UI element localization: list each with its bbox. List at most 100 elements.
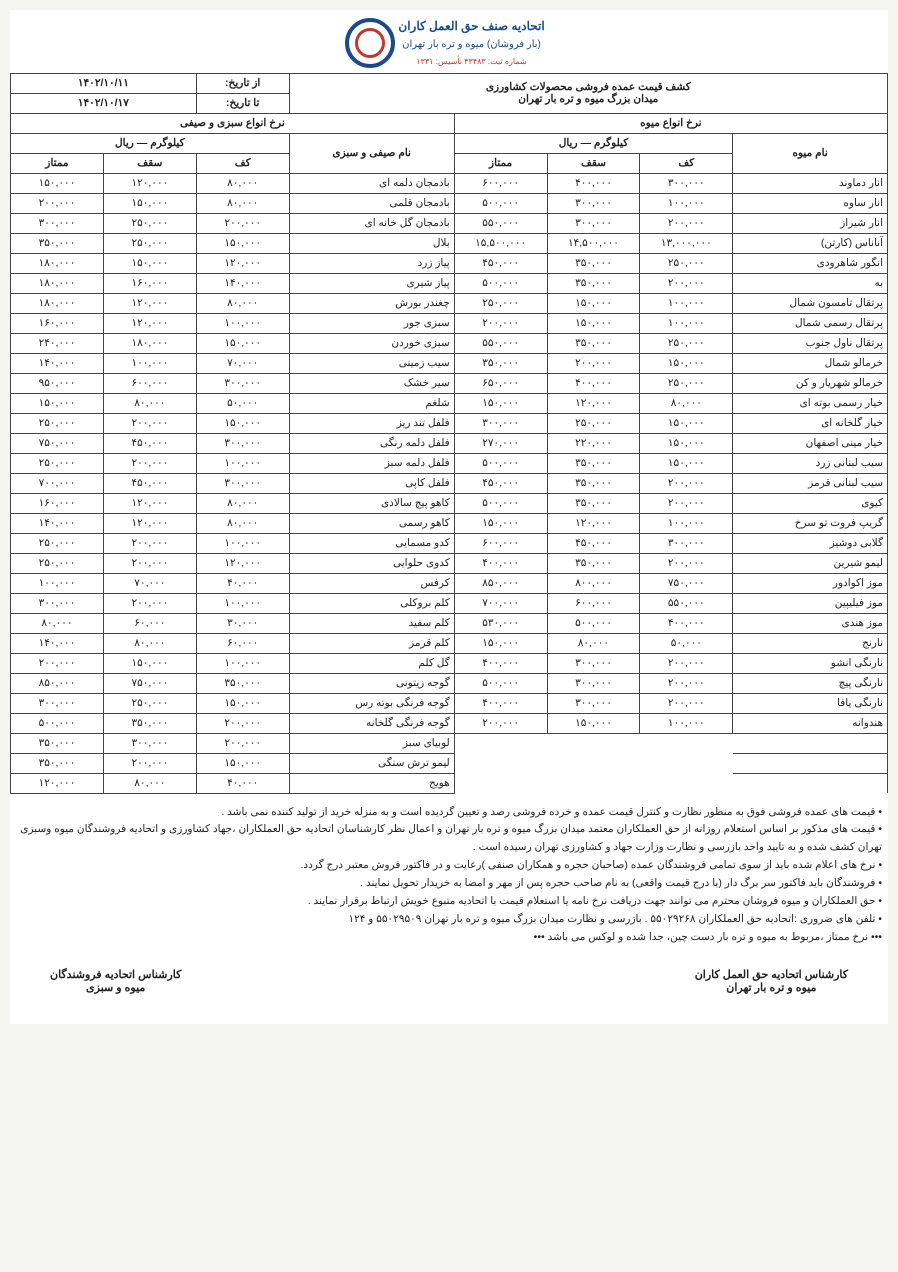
fruit-name: خیار رسمی بوته ای [733, 393, 888, 413]
veg-name: سیب زمینی [289, 353, 454, 373]
fruit-kaf: ۲۰۰,۰۰۰ [640, 653, 733, 673]
veg-saghf: ۲۰۰,۰۰۰ [103, 533, 196, 553]
fruit-name: کیوی [733, 493, 888, 513]
veg-kaf: ۱۵۰,۰۰۰ [196, 233, 289, 253]
fruit-momtaz: ۳۵۰,۰۰۰ [454, 353, 547, 373]
veg-kaf: ۳۰۰,۰۰۰ [196, 373, 289, 393]
veg-name: لوبیای سبز [289, 733, 454, 753]
veg-section-header: نرخ انواع سبزی و صیفی [11, 113, 455, 133]
table-row: انگور شاهرودی ۲۵۰,۰۰۰ ۳۵۰,۰۰۰ ۴۵۰,۰۰۰پیا… [11, 253, 888, 273]
veg-kaf: ۷۰,۰۰۰ [196, 353, 289, 373]
table-row: خرمالو شمال ۱۵۰,۰۰۰ ۲۰۰,۰۰۰ ۳۵۰,۰۰۰سیب ز… [11, 353, 888, 373]
price-sheet: اتحادیه صنف حق العمل کاران (بار فروشان) … [10, 10, 888, 1024]
veg-momtaz: ۲۰۰,۰۰۰ [11, 653, 104, 673]
fruit-saghf: ۱۵۰,۰۰۰ [547, 313, 640, 333]
fruit-momtaz: ۲۷۰,۰۰۰ [454, 433, 547, 453]
union-title: اتحادیه صنف حق العمل کاران (بار فروشان) … [398, 18, 544, 69]
fruit-saghf: ۲۰۰,۰۰۰ [547, 353, 640, 373]
fruit-name: موز اکوادور [733, 573, 888, 593]
veg-saghf: ۲۵۰,۰۰۰ [103, 693, 196, 713]
veg-saghf: ۶۰,۰۰۰ [103, 613, 196, 633]
veg-name: سبزی جور [289, 313, 454, 333]
fruit-saghf: ۸۰۰,۰۰۰ [547, 573, 640, 593]
fruit-name: نارنگی انشو [733, 653, 888, 673]
fruit-momtaz: ۴۰۰,۰۰۰ [454, 653, 547, 673]
veg-momtaz: ۹۵۰,۰۰۰ [11, 373, 104, 393]
table-row: کیوی ۲۰۰,۰۰۰ ۳۵۰,۰۰۰ ۵۰۰,۰۰۰کاهو پیچ سال… [11, 493, 888, 513]
table-row: موز فیلیپین ۵۵۰,۰۰۰ ۶۰۰,۰۰۰ ۷۰۰,۰۰۰کلم ب… [11, 593, 888, 613]
veg-saghf: ۳۰۰,۰۰۰ [103, 733, 196, 753]
to-date-value: ۱۴۰۲/۱۰/۱۷ [11, 93, 197, 113]
fruit-kaf: ۲۰۰,۰۰۰ [640, 673, 733, 693]
veg-kaf: ۳۰۰,۰۰۰ [196, 473, 289, 493]
fruit-name: سیب لبنانی قرمز [733, 473, 888, 493]
note-line: ••• نرخ ممتاز ،مربوط به میوه و تره بار د… [16, 929, 882, 947]
veg-name: بادمجان قلمی [289, 193, 454, 213]
fruit-momtaz: ۴۵۰,۰۰۰ [454, 473, 547, 493]
veg-unit-header: کیلوگرم — ریال [11, 133, 290, 153]
fruit-name: موز فیلیپین [733, 593, 888, 613]
fruit-momtaz: ۵۰۰,۰۰۰ [454, 273, 547, 293]
veg-name: فلفل کاپی [289, 473, 454, 493]
from-date-value: ۱۴۰۲/۱۰/۱۱ [11, 73, 197, 93]
veg-name-header: نام صیفی و سبزی [289, 133, 454, 173]
veg-name: بادمجان گل خانه ای [289, 213, 454, 233]
veg-kaf: ۸۰,۰۰۰ [196, 193, 289, 213]
veg-kaf: ۴۰,۰۰۰ [196, 573, 289, 593]
fruit-saghf: ۳۵۰,۰۰۰ [547, 333, 640, 353]
fruit-unit-header: کیلوگرم — ریال [454, 133, 733, 153]
veg-kaf: ۸۰,۰۰۰ [196, 293, 289, 313]
fruit-saghf: ۲۲۰,۰۰۰ [547, 433, 640, 453]
fruit-name: موز هندی [733, 613, 888, 633]
veg-saghf: ۱۶۰,۰۰۰ [103, 273, 196, 293]
table-row: نارنگی یافا ۲۰۰,۰۰۰ ۳۰۰,۰۰۰ ۴۰۰,۰۰۰گوجه … [11, 693, 888, 713]
veg-momtaz: ۳۵۰,۰۰۰ [11, 233, 104, 253]
table-row: لوبیای سبز ۲۰۰,۰۰۰ ۳۰۰,۰۰۰ ۳۵۰,۰۰۰ [11, 733, 888, 753]
veg-name: پیاز شیری [289, 273, 454, 293]
fruit-kaf: ۲۵۰,۰۰۰ [640, 253, 733, 273]
veg-kaf: ۱۰۰,۰۰۰ [196, 453, 289, 473]
fruit-momtaz: ۲۵۰,۰۰۰ [454, 293, 547, 313]
veg-name: کدوی حلوایی [289, 553, 454, 573]
veg-name: گوجه فرنگی بوته رس [289, 693, 454, 713]
veg-kaf: ۱۴۰,۰۰۰ [196, 273, 289, 293]
fruit-kaf: ۲۰۰,۰۰۰ [640, 493, 733, 513]
notes-section: • قیمت های عمده فروشی فوق به منظور نظارت… [10, 794, 888, 951]
veg-name: کلم بروکلی [289, 593, 454, 613]
veg-saghf: ۷۵۰,۰۰۰ [103, 673, 196, 693]
table-row: سیب لبنانی قرمز ۲۰۰,۰۰۰ ۳۵۰,۰۰۰ ۴۵۰,۰۰۰ف… [11, 473, 888, 493]
veg-name: لیمو ترش سنگی [289, 753, 454, 773]
veg-kaf: ۴۰,۰۰۰ [196, 773, 289, 793]
table-row: هندوانه ۱۰۰,۰۰۰ ۱۵۰,۰۰۰ ۲۰۰,۰۰۰گوجه فرنگ… [11, 713, 888, 733]
note-line: • فروشندگان باید فاکتور سر برگ دار (با د… [16, 875, 882, 893]
fruit-name: گلابی دوشیز [733, 533, 888, 553]
fruit-saghf: ۳۰۰,۰۰۰ [547, 673, 640, 693]
fruit-kaf: ۲۰۰,۰۰۰ [640, 473, 733, 493]
veg-momtaz: ۳۰۰,۰۰۰ [11, 593, 104, 613]
table-row: به ۲۰۰,۰۰۰ ۳۵۰,۰۰۰ ۵۰۰,۰۰۰پیاز شیری ۱۴۰,… [11, 273, 888, 293]
veg-saghf: ۸۰,۰۰۰ [103, 393, 196, 413]
veg-name: بادمجان دلمه ای [289, 173, 454, 193]
veg-saghf: ۲۵۰,۰۰۰ [103, 233, 196, 253]
fruit-saghf: ۱۲۰,۰۰۰ [547, 393, 640, 413]
table-row: پرتقال رسمی شمال ۱۰۰,۰۰۰ ۱۵۰,۰۰۰ ۲۰۰,۰۰۰… [11, 313, 888, 333]
fruit-saghf-header: سقف [547, 153, 640, 173]
veg-saghf: ۲۰۰,۰۰۰ [103, 593, 196, 613]
fruit-name: نارنج [733, 633, 888, 653]
fruit-kaf: ۱۵۰,۰۰۰ [640, 353, 733, 373]
veg-momtaz: ۲۵۰,۰۰۰ [11, 453, 104, 473]
veg-name: هویج [289, 773, 454, 793]
fruit-saghf: ۸۰,۰۰۰ [547, 633, 640, 653]
table-row: پرتقال تامسون شمال ۱۰۰,۰۰۰ ۱۵۰,۰۰۰ ۲۵۰,۰… [11, 293, 888, 313]
fruit-kaf: ۱۵۰,۰۰۰ [640, 413, 733, 433]
veg-kaf: ۱۰۰,۰۰۰ [196, 313, 289, 333]
fruit-momtaz: ۱۵۰,۰۰۰ [454, 513, 547, 533]
note-line: • نرخ های اعلام شده باید از سوی تمامی فر… [16, 857, 882, 875]
union-line1: اتحادیه صنف حق العمل کاران [398, 19, 544, 33]
fruit-saghf: ۵۰۰,۰۰۰ [547, 613, 640, 633]
fruit-momtaz: ۷۰۰,۰۰۰ [454, 593, 547, 613]
veg-momtaz: ۳۰۰,۰۰۰ [11, 213, 104, 233]
veg-momtaz: ۱۲۰,۰۰۰ [11, 773, 104, 793]
logo-icon [345, 18, 395, 68]
fruit-saghf: ۳۵۰,۰۰۰ [547, 553, 640, 573]
